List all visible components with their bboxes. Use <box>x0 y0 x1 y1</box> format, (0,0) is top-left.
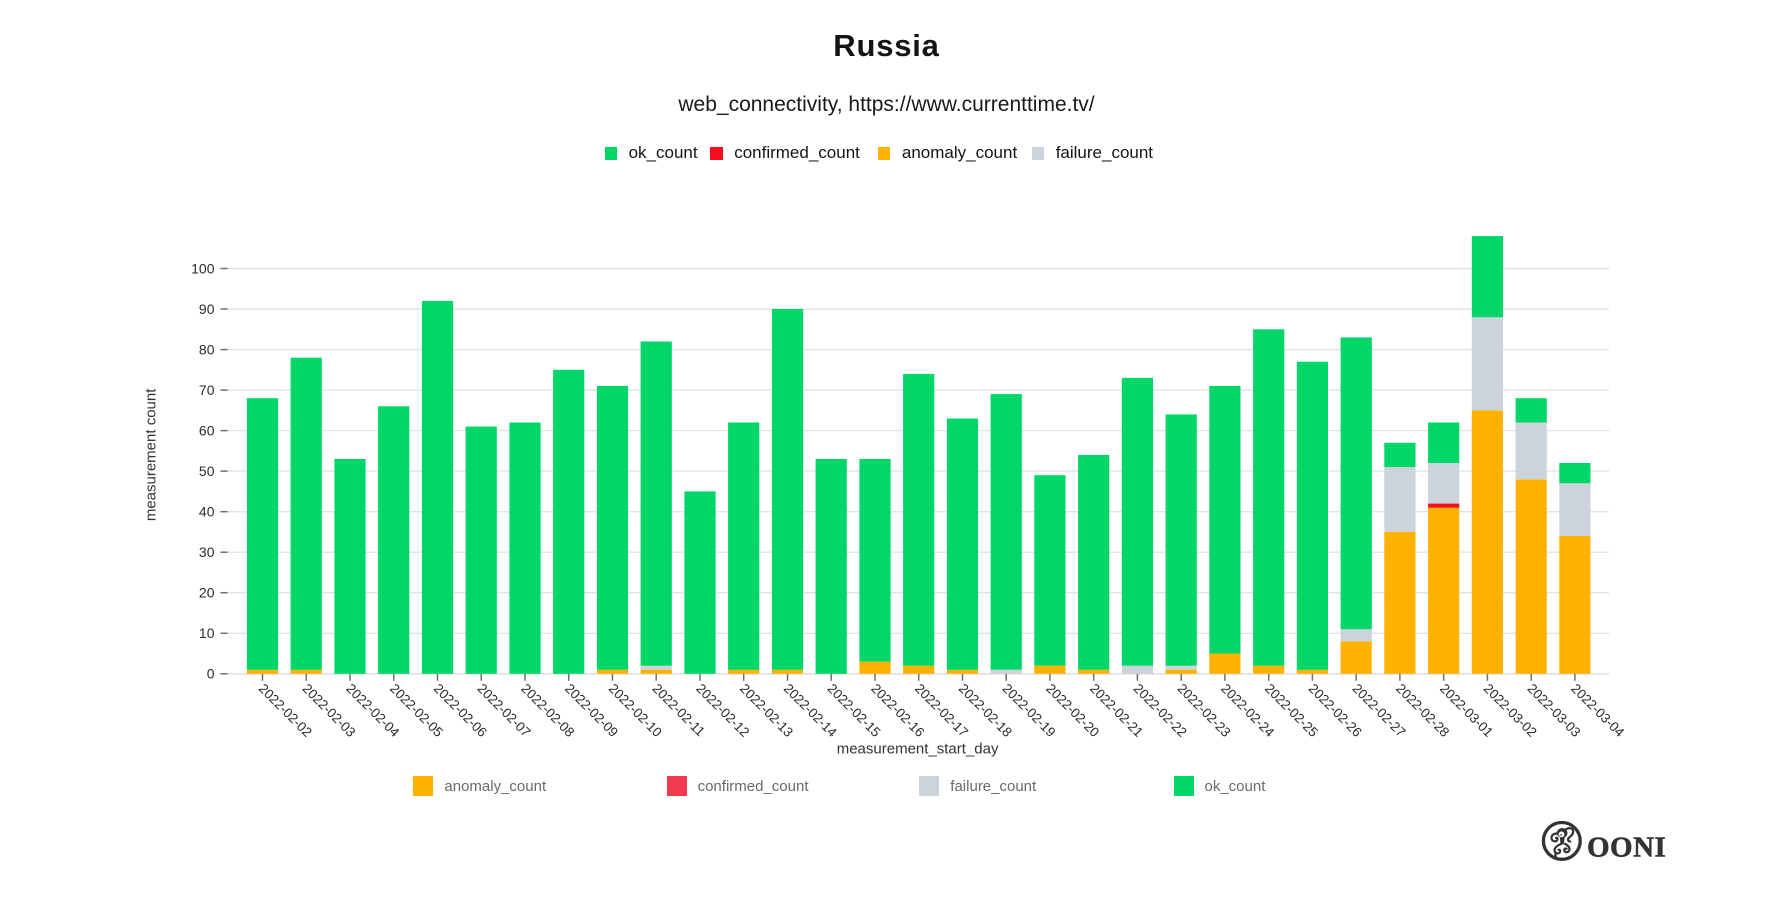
svg-text:80: 80 <box>199 341 215 357</box>
svg-text:measurement count: measurement count <box>143 388 160 521</box>
svg-text:90: 90 <box>199 301 215 317</box>
svg-text:20: 20 <box>199 585 215 601</box>
svg-text:measurement_start_day: measurement_start_day <box>837 741 999 758</box>
svg-text:100: 100 <box>191 260 215 276</box>
svg-text:10: 10 <box>199 625 215 641</box>
svg-text:70: 70 <box>199 382 215 398</box>
svg-text:OONI: OONI <box>1587 832 1666 864</box>
svg-text:40: 40 <box>199 504 215 520</box>
svg-text:30: 30 <box>199 544 215 560</box>
svg-text:60: 60 <box>199 422 215 438</box>
svg-text:50: 50 <box>199 463 215 479</box>
svg-text:0: 0 <box>207 666 215 682</box>
